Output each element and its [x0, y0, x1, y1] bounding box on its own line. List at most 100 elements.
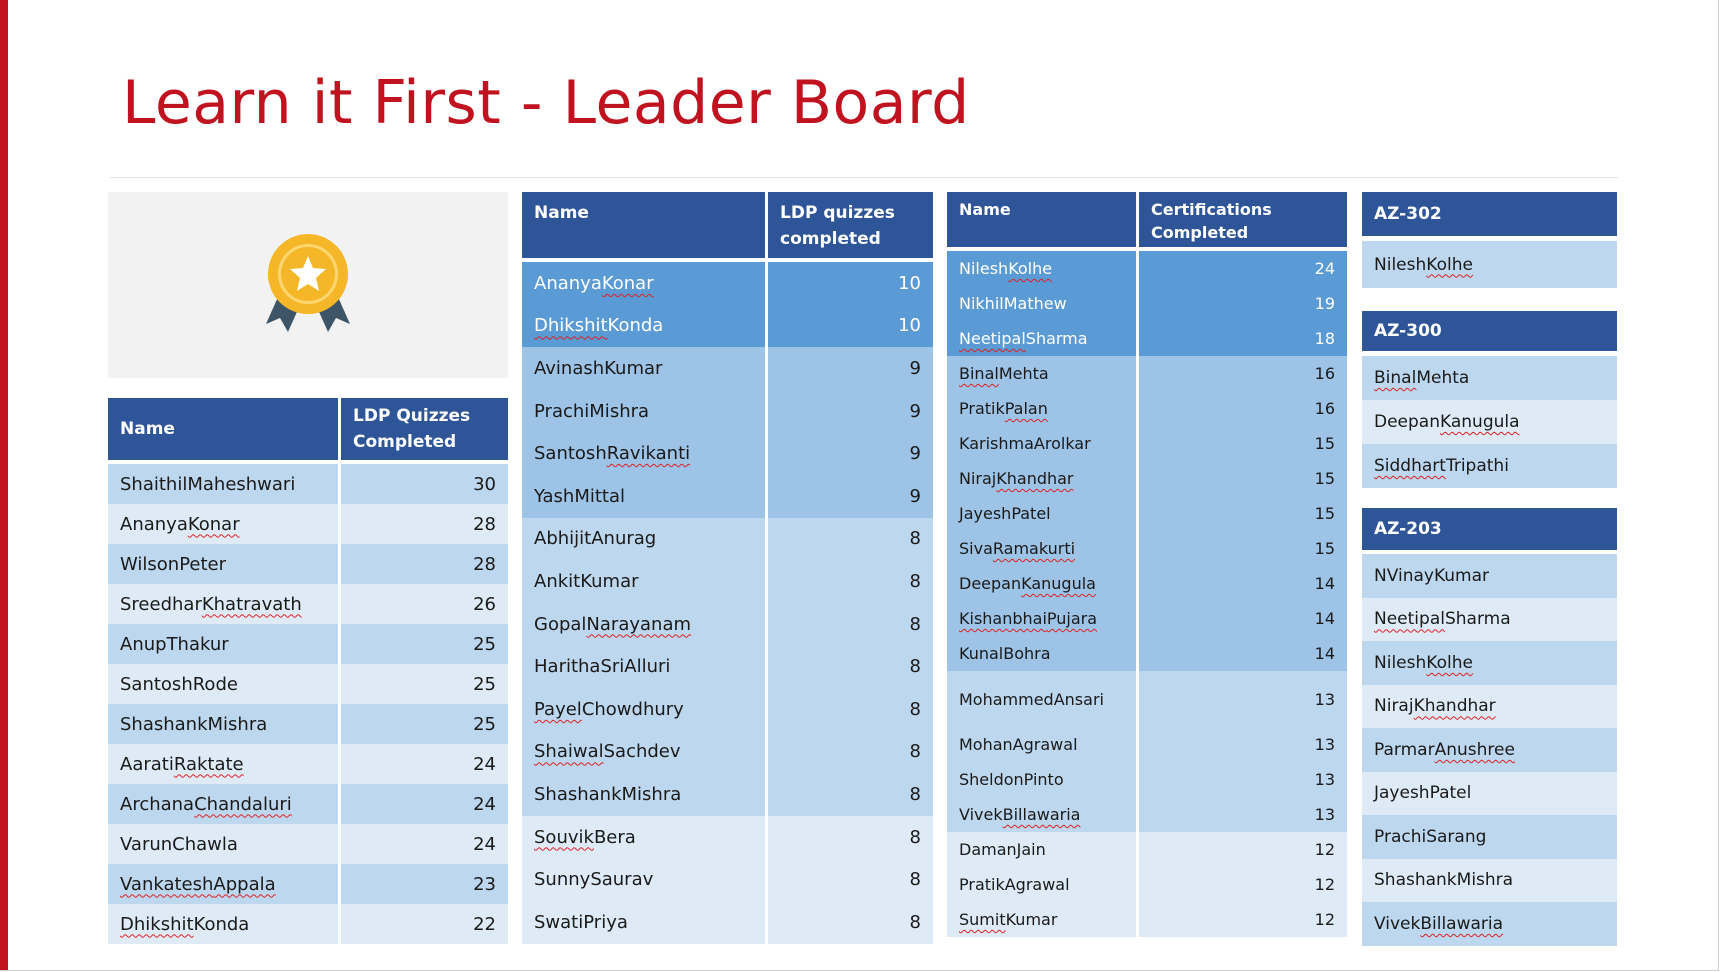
name-cell: Sreedhar Khatravath	[108, 584, 341, 624]
list-item: Neetipal Sharma	[1362, 597, 1617, 644]
value-cell: 9	[909, 485, 921, 507]
name-cell: Shashank Mishra	[108, 704, 341, 744]
name-cell: Karishma Arolkar	[947, 426, 1139, 461]
table-row: Anup Thakur 25	[108, 624, 508, 667]
value-cell: 14	[1314, 644, 1335, 663]
name-cell: Vivek Billawaria	[1374, 913, 1504, 934]
value-cell: 8	[909, 698, 921, 720]
value-cell: 9	[909, 443, 921, 465]
value-cell: 22	[473, 913, 496, 935]
value-cell: 8	[909, 570, 921, 592]
table-header: Name LDP quizzes completed	[522, 192, 933, 258]
table-row: Santosh Rode 25	[108, 664, 508, 707]
value-cell: 23	[473, 873, 496, 895]
name-cell: Kishanbhai Pujara	[947, 601, 1139, 636]
list-item: Deepan Kanugula	[1362, 400, 1617, 447]
name-cell: Yash Mittal	[522, 475, 768, 518]
table-row: Santosh Ravikanti 9	[522, 432, 933, 478]
name-cell: N Vinay Kumar	[1374, 565, 1489, 586]
value-cell: 15	[1314, 504, 1335, 523]
table-row: Dhikshit Konda 10	[522, 304, 933, 351]
value-cell: 30	[473, 473, 496, 495]
value-cell: 15	[1314, 539, 1335, 558]
name-cell: Shashank Mishra	[522, 773, 768, 816]
header-name: Name	[522, 192, 768, 258]
table-row: Niraj Khandhar 15	[947, 461, 1347, 499]
table-row: Payel Chowdhury 8	[522, 688, 933, 734]
certifications-table: Name Certifications Completed Nilesh Kol…	[947, 192, 1347, 944]
name-cell: Archana Chandaluri	[108, 784, 341, 824]
name-cell: Aarati Raktate	[108, 744, 341, 784]
value-cell: 9	[909, 400, 921, 422]
name-cell: Abhijit Anurag	[522, 517, 768, 561]
value-cell: 28	[473, 513, 496, 535]
table-row: Kunal Bohra 14	[947, 636, 1347, 674]
table-row: Mohammed Ansari 13	[947, 671, 1347, 730]
name-cell: Anup Thakur	[108, 624, 341, 664]
name-cell: Ankit Kumar	[522, 560, 768, 603]
name-cell: Prachi Mishra	[522, 389, 768, 433]
award-medal-icon	[266, 234, 350, 332]
name-cell: Haritha Sri Alluri	[522, 645, 768, 688]
table-row: Shashank Mishra 8	[522, 773, 933, 819]
table-row: Siva Ramakurti 15	[947, 531, 1347, 569]
value-cell: 10	[898, 272, 921, 294]
table-row: Shaithil Maheshwari 30	[108, 464, 508, 507]
value-cell: 13	[1314, 770, 1335, 789]
name-cell: Daman Jain	[947, 832, 1139, 867]
header-quizzes: LDP quizzes completed	[768, 192, 933, 258]
name-cell: Gopal Narayanam	[522, 602, 768, 646]
value-cell: 10	[898, 315, 921, 337]
ldp-quizzes-table-2: Name LDP quizzes completed Ananya Konar 1…	[522, 192, 933, 947]
header-certifications: Certifications Completed	[1139, 192, 1347, 247]
table-row: Pratik Agrawal 12	[947, 867, 1347, 905]
name-cell: Neetipal Sharma	[947, 321, 1139, 356]
header-name: Name	[947, 192, 1139, 247]
name-cell: Prachi Sarang	[1374, 826, 1487, 847]
table-row: Sunny Saurav 8	[522, 858, 933, 904]
value-cell: 19	[1314, 294, 1335, 313]
value-cell: 15	[1314, 469, 1335, 488]
header-az203: AZ-203	[1362, 508, 1617, 550]
az302-table: AZ-302 Nilesh Kolhe	[1362, 192, 1617, 291]
header-quizzes: LDP Quizzes Completed	[341, 398, 508, 460]
list-item: Siddhart Tripathi	[1362, 444, 1617, 491]
value-cell: 12	[1314, 910, 1335, 929]
table-header: AZ-203	[1362, 508, 1617, 550]
value-cell: 26	[473, 593, 496, 615]
value-cell: 28	[473, 553, 496, 575]
table-row: Abhijit Anurag 8	[522, 517, 933, 564]
name-cell: Binal Mehta	[1374, 368, 1470, 388]
list-item: Nilesh Kolhe	[1362, 641, 1617, 688]
name-cell: Parmar Anushree	[1374, 739, 1515, 760]
header-name: Name	[108, 398, 341, 460]
list-item: Parmar Anushree	[1362, 728, 1617, 775]
table-row: Gopal Narayanam 8	[522, 602, 933, 649]
table-row: Kishanbhai Pujara 14	[947, 601, 1347, 639]
table-row: Varun Chawla 24	[108, 824, 508, 867]
table-body: Nilesh Kolhe 24 Nikhil Mathew 19 Neetipal Sh…	[947, 251, 1347, 944]
value-cell: 25	[473, 713, 496, 735]
table-row: Shaiwal Sachdev 8	[522, 730, 933, 777]
table-row: Ananya Konar 28	[108, 504, 508, 547]
list-body: N Vinay Kumar Neetipal Sharma Nilesh Kolhe…	[1362, 554, 1617, 949]
list-body: Nilesh Kolhe	[1362, 241, 1617, 291]
value-cell: 25	[473, 633, 496, 655]
table-row: Sumit Kumar 12	[947, 902, 1347, 940]
az203-table: AZ-203 N Vinay Kumar Neetipal Sharma Niles…	[1362, 508, 1617, 949]
table-row: Dhikshit Konda 22	[108, 904, 508, 947]
name-cell: Swati Priya	[522, 901, 768, 944]
value-cell: 8	[909, 911, 921, 933]
header-az302: AZ-302	[1362, 192, 1617, 236]
name-cell: Nikhil Mathew	[947, 286, 1139, 321]
list-item: N Vinay Kumar	[1362, 554, 1617, 601]
value-cell: 24	[473, 793, 496, 815]
list-body: Binal Mehta Deepan Kanugula Siddhart Tripa…	[1362, 356, 1617, 491]
name-cell: Pratik Palan	[947, 391, 1139, 426]
name-cell: Payel Chowdhury	[522, 688, 768, 731]
value-cell: 25	[473, 673, 496, 695]
value-cell: 8	[909, 741, 921, 763]
value-cell: 8	[909, 656, 921, 678]
list-item: Binal Mehta	[1362, 356, 1617, 403]
name-cell: Souvik Bera	[522, 815, 768, 859]
